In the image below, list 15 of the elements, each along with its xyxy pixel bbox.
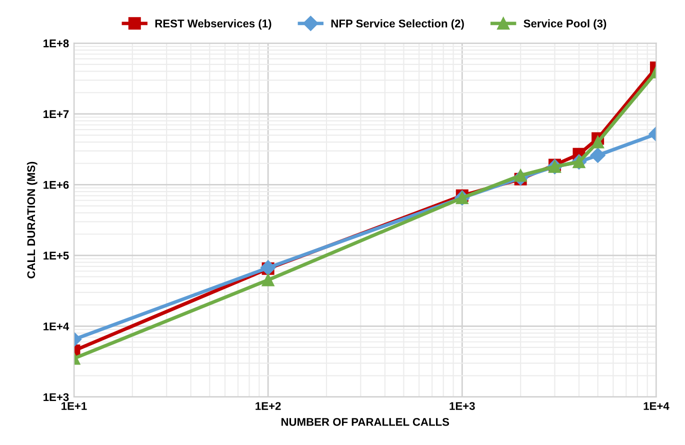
x-tick-label: 1E+2 [256,402,281,410]
y-tick-label: 1E+6 [44,180,69,189]
y-tick-label: 1E+5 [44,252,69,260]
y-tick-label: 1E+3 [44,393,69,402]
x-tick-label: 1E+3 [450,402,475,410]
legend-label: REST Webservices (1) [155,19,272,30]
x-tick-label: 1E+4 [644,402,670,410]
y-tick-label: 1E+4 [44,322,70,330]
y-axis-title: CALL DURATION (MS) [26,162,38,278]
x-tick-label: 1E+1 [62,402,87,410]
legend-label: NFP Service Selection (2) [331,19,464,30]
y-tick-label: 1E+8 [44,39,69,48]
legend-label: Service Pool (3) [524,19,606,30]
y-tick-label: 1E+7 [44,110,69,118]
x-axis-title: NUMBER OF PARALLEL CALLS [281,418,450,426]
